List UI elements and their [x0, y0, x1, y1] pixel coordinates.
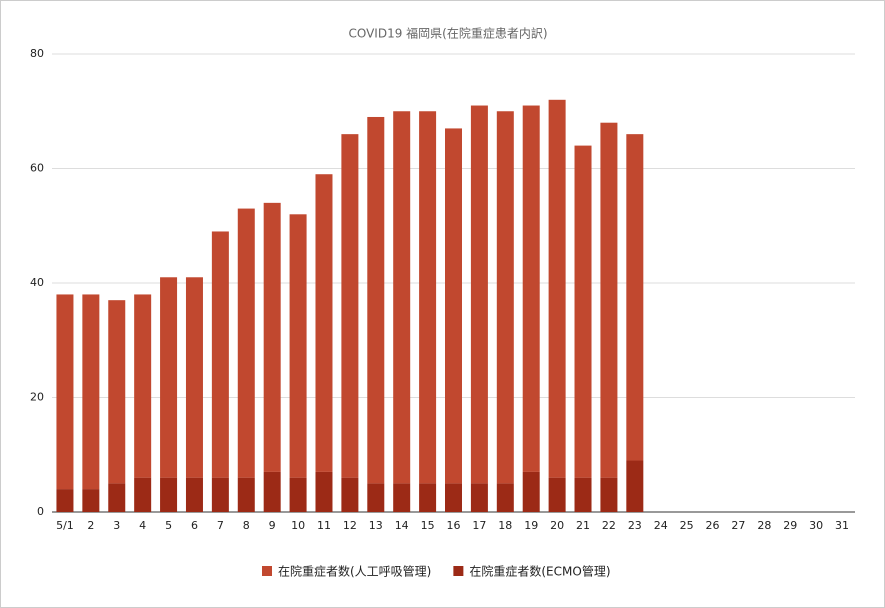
x-tick-label: 25: [680, 519, 694, 532]
y-tick-label: 20: [30, 391, 44, 404]
bar-segment: [341, 134, 359, 478]
bar-segment: [315, 471, 333, 512]
bar-segment: [522, 471, 540, 512]
x-tick-label: 5/1: [56, 519, 74, 532]
bar-segment: [419, 483, 437, 512]
bar-segment: [393, 483, 411, 512]
x-tick-label: 15: [421, 519, 435, 532]
x-tick-label: 27: [731, 519, 745, 532]
bar-segment: [445, 128, 462, 484]
bar-segment: [134, 294, 152, 478]
x-tick-label: 9: [269, 519, 276, 532]
bar-segment: [108, 483, 126, 512]
bar-segment: [160, 277, 178, 478]
x-tick-label: 16: [447, 519, 461, 532]
bar-segment: [160, 477, 178, 512]
x-tick-label: 2: [87, 519, 94, 532]
legend-swatch: [262, 566, 272, 576]
x-tick-label: 19: [524, 519, 538, 532]
bar-segment: [626, 134, 644, 461]
x-tick-label: 5: [165, 519, 172, 532]
x-tick-label: 28: [757, 519, 771, 532]
bar-segment: [134, 477, 152, 512]
bar-segment: [419, 111, 437, 484]
bar-segment: [56, 294, 74, 490]
chart-title: COVID19 福岡県(在院重症患者内訳): [348, 26, 547, 41]
bar-segment: [185, 477, 203, 512]
bar-segment: [574, 477, 592, 512]
x-tick-label: 23: [628, 519, 642, 532]
x-tick-label: 17: [472, 519, 486, 532]
bar-segment: [496, 483, 514, 512]
x-tick-label: 13: [369, 519, 383, 532]
bar-segment: [56, 489, 74, 512]
x-tick-label: 3: [113, 519, 120, 532]
bar-segment: [108, 300, 126, 484]
bar-segment: [289, 214, 307, 478]
bar-segment: [211, 477, 229, 512]
bar-segment: [367, 116, 385, 484]
bar-segment: [393, 111, 411, 484]
bar-segment: [600, 477, 618, 512]
y-tick-label: 80: [30, 47, 44, 60]
y-tick-label: 0: [37, 505, 44, 518]
bar-segment: [574, 145, 592, 478]
bar-segment: [626, 460, 644, 512]
x-tick-label: 10: [291, 519, 305, 532]
x-tick-label: 7: [217, 519, 224, 532]
x-tick-label: 26: [706, 519, 720, 532]
bar-segment: [237, 208, 255, 478]
legend-swatch: [453, 566, 464, 576]
bar-segment: [548, 477, 566, 512]
bar-segment: [341, 477, 359, 512]
bar-segment: [548, 99, 566, 478]
legend-label: 在院重症者数(人工呼吸管理): [278, 564, 431, 579]
bar-segment: [470, 483, 488, 512]
bar-segment: [315, 174, 333, 472]
x-tick-label: 11: [317, 519, 331, 532]
x-tick-label: 8: [243, 519, 250, 532]
x-tick-label: 4: [139, 519, 146, 532]
bar-segment: [82, 294, 100, 490]
x-tick-label: 29: [783, 519, 797, 532]
bar-segment: [82, 489, 100, 512]
y-tick-label: 40: [30, 276, 44, 289]
bar-segment: [289, 477, 307, 512]
bar-segment: [367, 483, 385, 512]
x-tick-label: 20: [550, 519, 564, 532]
y-tick-label: 60: [30, 162, 44, 175]
x-tick-label: 31: [835, 519, 849, 532]
bar-segment: [600, 122, 618, 478]
bar-segment: [263, 471, 281, 512]
bar-segment: [496, 111, 514, 484]
bar-segment: [185, 277, 203, 478]
bar-segment: [237, 477, 255, 512]
x-tick-label: 14: [395, 519, 409, 532]
x-tick-label: 18: [498, 519, 512, 532]
x-tick-label: 21: [576, 519, 590, 532]
x-tick-label: 22: [602, 519, 616, 532]
bar-segment: [263, 202, 281, 472]
bar-segment: [522, 105, 540, 472]
bar-segment: [445, 483, 462, 512]
bar-segment: [211, 231, 229, 478]
bar-segment: [470, 105, 488, 484]
legend-label: 在院重症者数(ECMO管理): [469, 564, 610, 579]
x-tick-label: 24: [654, 519, 668, 532]
x-tick-label: 12: [343, 519, 357, 532]
x-tick-label: 30: [809, 519, 823, 532]
x-tick-label: 6: [191, 519, 198, 532]
